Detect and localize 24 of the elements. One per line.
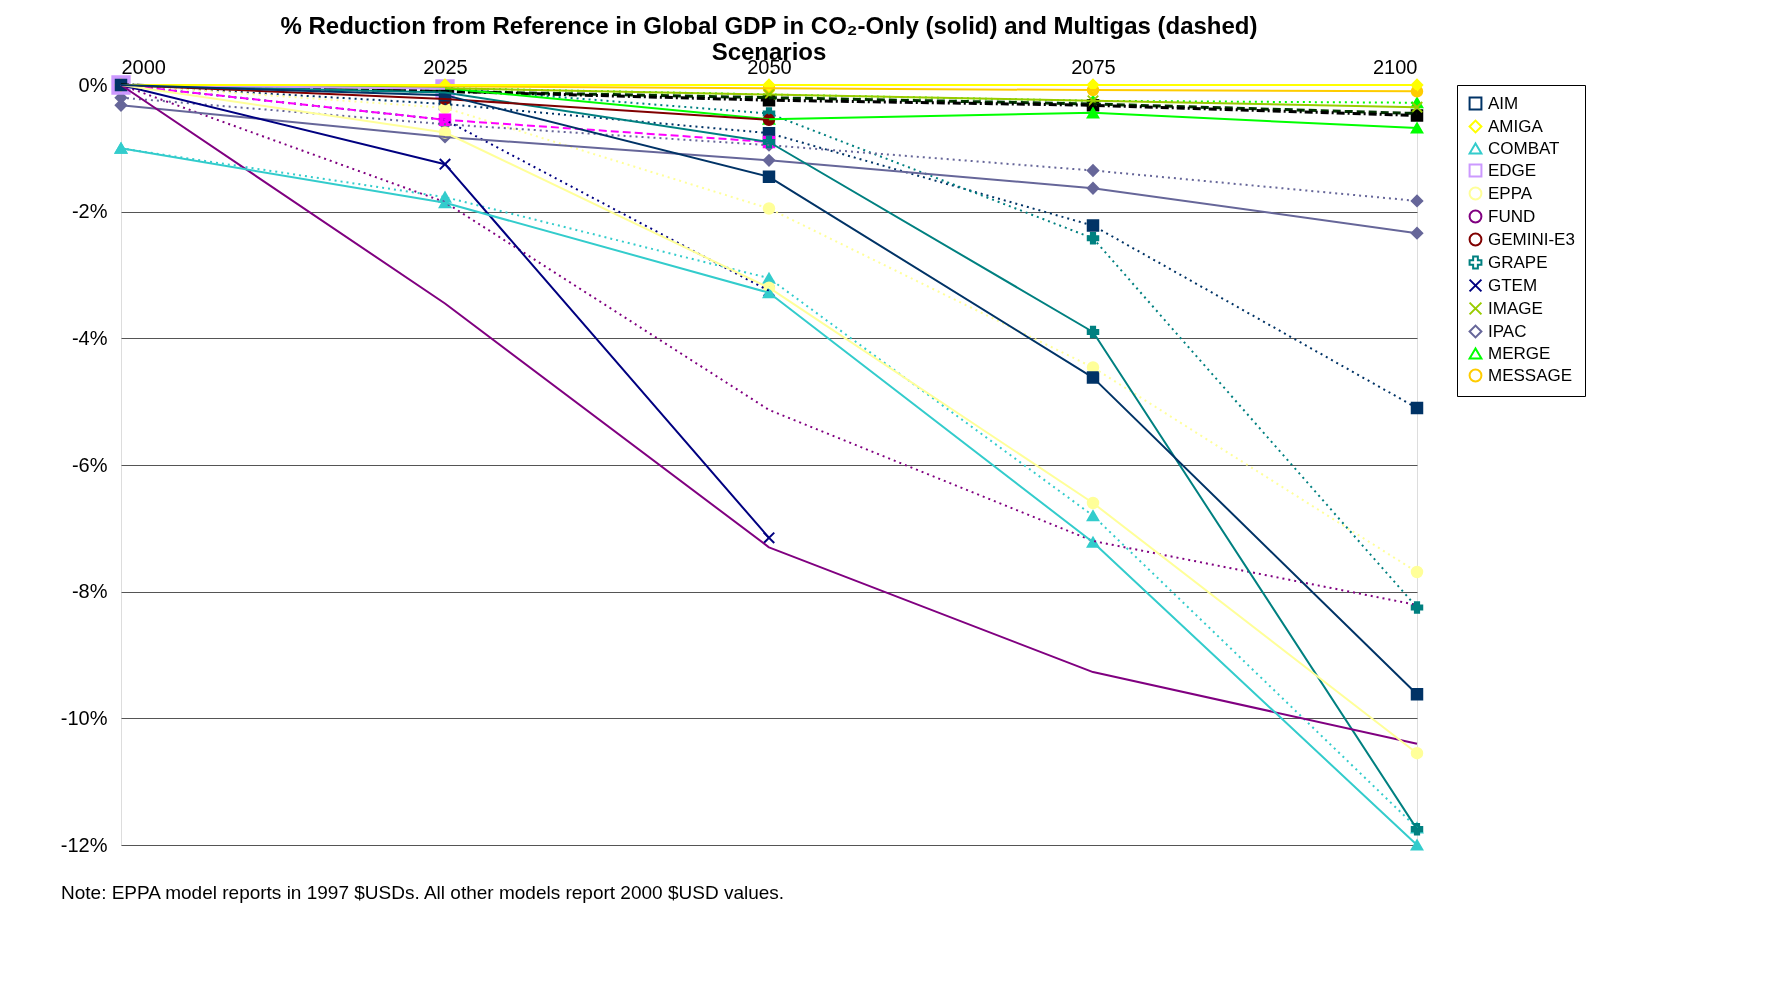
legend-label: AMIGA bbox=[1488, 116, 1544, 136]
y-tick-label: -12% bbox=[60, 833, 108, 856]
x-tick-label: 2000 bbox=[121, 55, 166, 78]
legend-label: MERGE bbox=[1488, 343, 1551, 363]
legend-label: GTEM bbox=[1488, 275, 1538, 295]
y-tick-label: 0% bbox=[78, 73, 108, 96]
y-tick-label: -4% bbox=[71, 326, 108, 349]
legend-label: COMBAT bbox=[1488, 138, 1560, 158]
text: Note: EPPA model reports in 1997 $USDs. All other models report 2000 $USD values. bbox=[61, 882, 785, 903]
legend-label: FUND bbox=[1488, 206, 1536, 226]
legend-label: MESSAGE bbox=[1488, 365, 1573, 385]
x-tick-label: 2075 bbox=[1071, 55, 1116, 78]
y-tick-label: -8% bbox=[71, 580, 108, 603]
legend-label: EDGE bbox=[1488, 160, 1537, 180]
y-tick-label: -2% bbox=[71, 200, 108, 223]
y-tick-label: -10% bbox=[60, 706, 108, 729]
legend-label: GEMINI-E3 bbox=[1488, 229, 1575, 249]
x-tick-label: 2100 bbox=[1373, 55, 1418, 78]
legend-label: IPAC bbox=[1488, 321, 1527, 341]
legend-label: IMAGE bbox=[1488, 298, 1543, 318]
legend-label: GRAPE bbox=[1488, 252, 1548, 272]
legend-label: EPPA bbox=[1488, 183, 1533, 203]
legend-label: AIM bbox=[1488, 93, 1519, 113]
y-tick-label: -6% bbox=[71, 453, 108, 476]
